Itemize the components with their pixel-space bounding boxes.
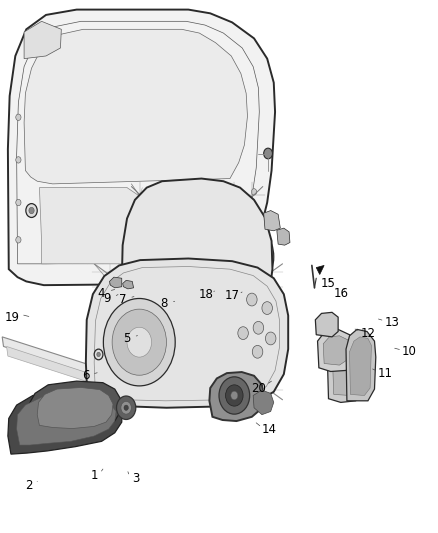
Text: 13: 13 (385, 316, 399, 329)
Circle shape (247, 293, 257, 306)
Polygon shape (350, 337, 371, 395)
Polygon shape (39, 188, 188, 264)
Polygon shape (333, 361, 359, 395)
Circle shape (97, 352, 100, 357)
Polygon shape (27, 381, 120, 438)
Text: 12: 12 (360, 327, 375, 340)
Circle shape (112, 309, 166, 375)
Polygon shape (110, 277, 122, 288)
Circle shape (217, 222, 274, 292)
Circle shape (16, 157, 21, 163)
Circle shape (29, 207, 34, 214)
Circle shape (265, 332, 276, 345)
Circle shape (124, 405, 128, 410)
Text: 11: 11 (378, 367, 393, 379)
Circle shape (262, 302, 272, 314)
Text: 14: 14 (262, 423, 277, 435)
Polygon shape (316, 265, 324, 274)
Polygon shape (8, 390, 122, 454)
Circle shape (127, 327, 152, 357)
Circle shape (16, 114, 21, 120)
Polygon shape (328, 356, 366, 402)
Polygon shape (123, 280, 134, 289)
Circle shape (237, 246, 254, 268)
Text: 18: 18 (198, 288, 213, 301)
Polygon shape (37, 387, 113, 429)
Polygon shape (277, 228, 290, 245)
Circle shape (251, 189, 257, 195)
Polygon shape (323, 336, 348, 365)
Polygon shape (209, 372, 264, 421)
Polygon shape (315, 312, 338, 337)
Circle shape (252, 345, 263, 358)
Polygon shape (86, 259, 288, 408)
Text: 5: 5 (124, 332, 131, 345)
Circle shape (226, 385, 243, 406)
Text: 10: 10 (402, 345, 417, 358)
Circle shape (121, 401, 131, 414)
Text: 2: 2 (25, 479, 32, 491)
Text: 19: 19 (5, 311, 20, 324)
Text: 4: 4 (97, 287, 105, 300)
Circle shape (16, 199, 21, 206)
Circle shape (219, 377, 250, 414)
Circle shape (231, 391, 238, 400)
Polygon shape (346, 329, 376, 401)
Text: 9: 9 (103, 292, 111, 305)
Text: 1: 1 (90, 469, 98, 482)
Circle shape (16, 237, 21, 243)
Text: 16: 16 (334, 287, 349, 300)
Circle shape (117, 396, 136, 419)
Polygon shape (24, 29, 247, 184)
Polygon shape (122, 179, 272, 321)
Circle shape (224, 231, 266, 282)
Polygon shape (7, 346, 97, 385)
Polygon shape (8, 10, 275, 285)
Circle shape (238, 327, 248, 340)
Polygon shape (237, 240, 255, 273)
Circle shape (253, 321, 264, 334)
Polygon shape (318, 329, 355, 372)
Circle shape (264, 148, 272, 159)
Polygon shape (253, 390, 274, 415)
Text: 7: 7 (119, 293, 127, 306)
Polygon shape (2, 337, 100, 377)
Text: 8: 8 (161, 297, 168, 310)
Circle shape (251, 237, 257, 243)
Text: 15: 15 (321, 277, 336, 290)
Text: 17: 17 (225, 289, 240, 302)
Circle shape (94, 349, 103, 360)
Circle shape (103, 298, 175, 386)
Circle shape (26, 204, 37, 217)
Polygon shape (17, 393, 116, 445)
Polygon shape (264, 211, 280, 231)
Text: 6: 6 (81, 369, 89, 382)
Text: 3: 3 (132, 472, 139, 484)
Polygon shape (24, 21, 61, 59)
Text: 20: 20 (251, 382, 266, 394)
